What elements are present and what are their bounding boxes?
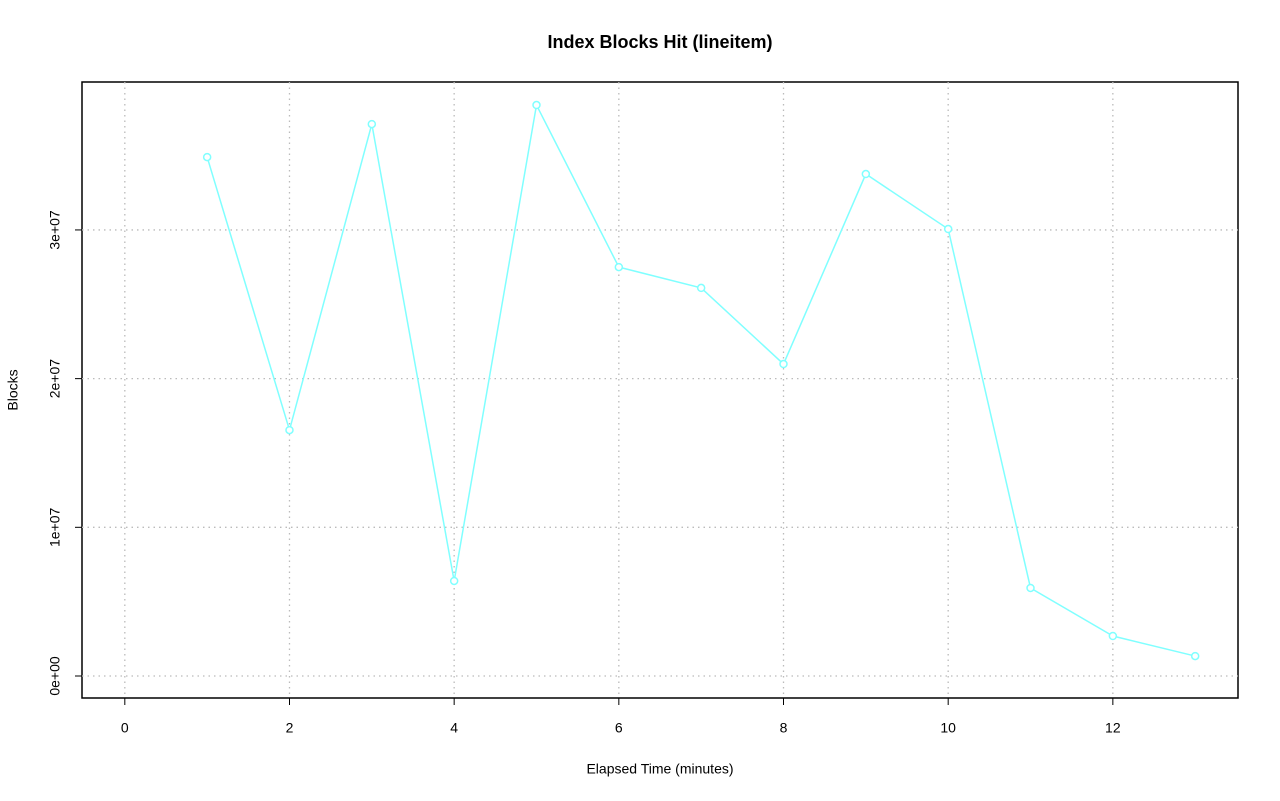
- y-tick-label: 3e+07: [47, 210, 63, 250]
- data-point: [1026, 583, 1035, 593]
- plot-frame: [81, 81, 1239, 699]
- x-tick-label: 0: [121, 720, 129, 736]
- data-point: [285, 425, 294, 435]
- x-tick-label: 2: [286, 720, 294, 736]
- x-tick-label: 6: [615, 720, 623, 736]
- y-tick-label: 1e+07: [47, 507, 63, 547]
- data-point: [696, 283, 706, 293]
- y-tick-label: 0e+00: [47, 656, 63, 696]
- y-axis-label: Blocks: [5, 369, 21, 410]
- x-axis-label: Elapsed Time (minutes): [586, 761, 733, 777]
- x-tick-label: 12: [1105, 720, 1121, 736]
- chart-title: Index Blocks Hit (lineitem): [547, 32, 772, 52]
- x-tick-label: 4: [450, 720, 458, 736]
- data-point: [614, 262, 624, 272]
- y-tick-label: 2e+07: [47, 359, 63, 399]
- data-point: [367, 119, 377, 129]
- series-line: [206, 102, 1196, 657]
- data-point: [449, 576, 459, 586]
- data-point: [1190, 651, 1200, 661]
- data-point: [1108, 631, 1118, 641]
- data-point: [861, 169, 871, 179]
- x-tick-label: 8: [780, 720, 788, 736]
- data-point: [779, 359, 788, 369]
- data-point: [202, 152, 212, 162]
- data-point: [943, 224, 953, 234]
- x-tick-label: 10: [940, 720, 956, 736]
- data-point: [532, 100, 541, 110]
